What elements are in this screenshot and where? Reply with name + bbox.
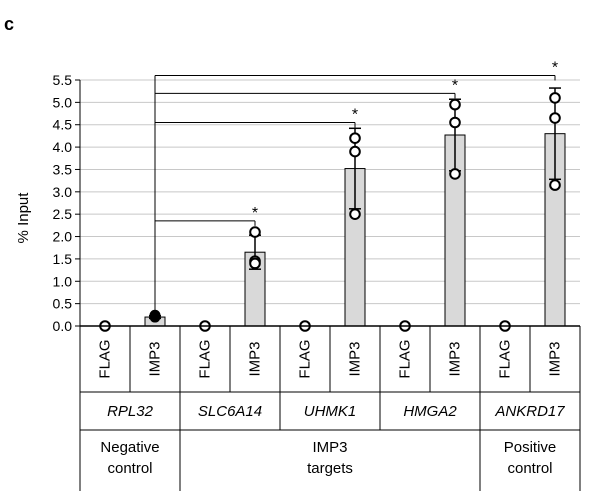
replicate-point [449, 116, 461, 129]
y-axis-ticks: 0.0 0.5 1.0 1.5 2.0 2.5 3.0 3.5 4.0 4.5 5.0 5.5 [53, 72, 80, 334]
condition-label: IMP3 [547, 341, 564, 376]
y-tick-label: 1.5 [53, 251, 73, 267]
replicate-point [249, 257, 261, 270]
significance-star: * [552, 60, 558, 77]
y-tick-label: 3.0 [53, 184, 73, 200]
group-label: Positive [504, 439, 557, 456]
panel-label: c [4, 14, 14, 34]
replicate-point [349, 132, 361, 144]
gene-label: RPL32 [107, 403, 154, 420]
y-tick-label: 2.0 [53, 229, 73, 245]
condition-label: FLAG [97, 339, 114, 378]
group-label: control [107, 460, 152, 477]
replicate-point [349, 145, 361, 158]
gene-label: SLC6A14 [198, 403, 262, 420]
replicate-point [249, 226, 261, 238]
y-tick-label: 3.5 [53, 161, 73, 177]
replicate-point [449, 168, 461, 180]
y-tick-label: 4.0 [53, 139, 73, 155]
replicate-points [99, 92, 561, 332]
replicate-point [349, 208, 361, 220]
condition-label: FLAG [297, 339, 314, 378]
gene-label: HMGA2 [403, 403, 457, 420]
group-label: IMP3 [312, 439, 347, 456]
replicate-point [549, 112, 561, 124]
y-axis-label: % Input [15, 192, 32, 244]
group-label: control [507, 460, 552, 477]
y-tick-label: 0.0 [53, 318, 73, 334]
condition-label: IMP3 [247, 341, 264, 376]
category-table: FLAG IMP3 FLAG IMP3 FLAG IMP3 FLAG IMP3 FLAG IMP3… [79, 326, 581, 491]
condition-label: IMP3 [447, 341, 464, 376]
condition-label: FLAG [497, 339, 514, 378]
gene-label: ANKRD17 [494, 403, 565, 420]
group-label: Negative [100, 439, 159, 456]
grid-lines [80, 79, 580, 305]
y-tick-label: 4.5 [53, 117, 73, 133]
condition-label: FLAG [197, 339, 214, 378]
condition-label: IMP3 [147, 341, 164, 376]
y-tick-label: 1.0 [53, 273, 73, 289]
replicate-point [449, 98, 461, 111]
y-tick-label: 2.5 [53, 206, 73, 222]
significance-star: * [352, 106, 358, 123]
y-tick-label: 5.0 [53, 94, 73, 110]
condition-label: IMP3 [347, 341, 364, 376]
significance-brackets: * * * * [154, 60, 558, 318]
y-tick-label: 5.5 [53, 72, 73, 88]
group-label: targets [307, 460, 353, 477]
condition-label: FLAG [397, 339, 414, 378]
significance-star: * [452, 77, 458, 94]
axes [79, 80, 580, 327]
replicate-point [549, 179, 561, 191]
significance-star: * [252, 205, 258, 222]
gene-label: UHMK1 [304, 403, 357, 420]
y-tick-label: 0.5 [53, 296, 73, 312]
replicate-point [549, 92, 561, 104]
